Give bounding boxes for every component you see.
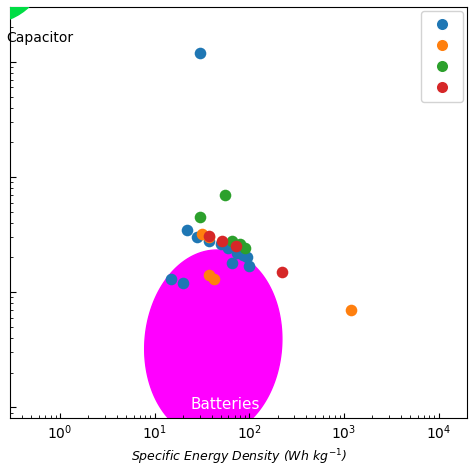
Point — [234, 249, 241, 256]
Point — [167, 275, 175, 283]
Point — [206, 272, 213, 279]
Point — [206, 232, 213, 239]
Point — [219, 237, 226, 245]
Point — [241, 245, 249, 252]
Point — [183, 226, 191, 233]
Point — [232, 243, 239, 250]
Point — [239, 251, 246, 259]
Polygon shape — [145, 250, 282, 438]
Point — [228, 237, 235, 245]
Point — [199, 230, 206, 238]
Point — [228, 259, 235, 266]
Point — [243, 254, 251, 261]
Point — [206, 237, 213, 245]
Point — [179, 279, 187, 287]
Point — [236, 241, 244, 248]
Point — [217, 241, 225, 248]
Point — [210, 275, 218, 283]
Point — [196, 213, 203, 221]
Point — [196, 49, 203, 56]
Point — [225, 245, 232, 252]
Text: Batteries: Batteries — [191, 398, 260, 412]
Point — [246, 262, 253, 269]
Point — [206, 233, 213, 241]
Legend: , , , : , , , — [421, 11, 463, 102]
X-axis label: Specific Energy Density ($Wh\ kg^{-1}$): Specific Energy Density ($Wh\ kg^{-1}$) — [131, 447, 346, 467]
Point — [347, 306, 355, 314]
Point — [278, 268, 285, 276]
Point — [221, 191, 228, 199]
Point — [193, 233, 201, 241]
Text: Capacitor: Capacitor — [6, 31, 73, 45]
